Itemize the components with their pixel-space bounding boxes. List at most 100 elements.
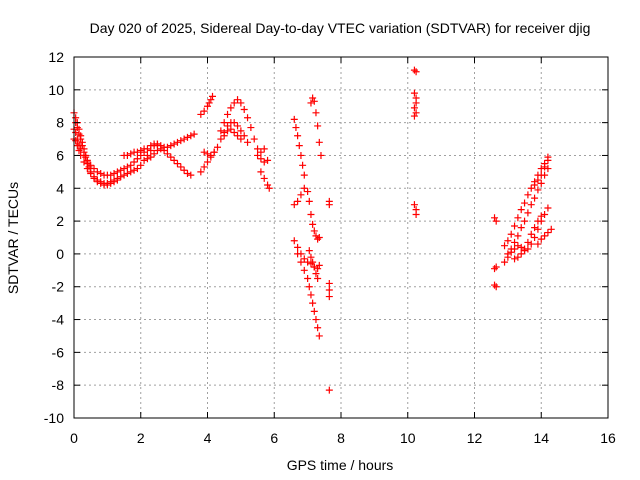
data-point bbox=[117, 173, 125, 181]
data-point bbox=[90, 174, 98, 182]
data-point bbox=[123, 163, 131, 171]
data-point bbox=[294, 132, 302, 140]
data-point bbox=[240, 106, 248, 114]
data-point bbox=[217, 135, 225, 143]
data-point bbox=[504, 237, 512, 245]
data-point bbox=[103, 181, 111, 189]
data-point bbox=[87, 170, 95, 178]
data-point bbox=[314, 275, 322, 283]
data-point bbox=[521, 217, 529, 225]
data-point bbox=[531, 224, 539, 232]
data-point bbox=[117, 166, 125, 174]
y-tick-label: 12 bbox=[48, 49, 64, 65]
data-point bbox=[133, 148, 141, 156]
data-point bbox=[307, 253, 315, 261]
data-point bbox=[309, 220, 317, 228]
data-point bbox=[309, 258, 317, 266]
data-point bbox=[537, 171, 545, 179]
data-point bbox=[170, 140, 178, 148]
data-point bbox=[531, 181, 539, 189]
data-point bbox=[264, 181, 272, 189]
data-point bbox=[200, 163, 208, 171]
data-point bbox=[123, 151, 131, 159]
data-point bbox=[315, 138, 323, 146]
data-point bbox=[254, 151, 262, 159]
data-point bbox=[544, 165, 552, 173]
data-point bbox=[260, 145, 268, 153]
data-point bbox=[325, 201, 333, 209]
data-point bbox=[137, 147, 145, 155]
data-point bbox=[143, 155, 151, 163]
x-tick-label: 4 bbox=[204, 430, 212, 446]
data-point bbox=[77, 145, 85, 153]
data-point bbox=[123, 170, 131, 178]
data-point bbox=[163, 143, 171, 151]
data-point bbox=[325, 279, 333, 287]
data-point bbox=[93, 168, 101, 176]
y-tick-label: 0 bbox=[56, 246, 64, 262]
data-point bbox=[87, 161, 95, 169]
data-point bbox=[82, 153, 90, 161]
data-point bbox=[297, 258, 305, 266]
data-point bbox=[234, 132, 242, 140]
data-point bbox=[177, 163, 185, 171]
data-point bbox=[305, 197, 313, 205]
data-point bbox=[541, 232, 549, 240]
data-point bbox=[544, 156, 552, 164]
data-point bbox=[304, 188, 312, 196]
data-point bbox=[491, 281, 499, 289]
data-point bbox=[527, 240, 535, 248]
data-point bbox=[204, 102, 211, 110]
data-point bbox=[147, 142, 155, 150]
data-point bbox=[250, 135, 258, 143]
data-point bbox=[173, 160, 181, 168]
data-point bbox=[140, 156, 148, 164]
data-point bbox=[307, 291, 315, 299]
data-point bbox=[210, 148, 218, 156]
y-tick-label: 4 bbox=[56, 180, 64, 196]
data-point bbox=[304, 275, 312, 283]
data-point bbox=[217, 127, 225, 135]
data-point bbox=[534, 225, 542, 233]
data-point bbox=[527, 230, 535, 238]
data-point bbox=[120, 171, 128, 179]
data-point bbox=[312, 270, 320, 278]
data-point bbox=[537, 235, 545, 243]
data-point bbox=[517, 206, 525, 214]
data-point bbox=[305, 247, 313, 255]
data-point bbox=[234, 96, 242, 104]
data-point bbox=[197, 110, 205, 118]
data-point bbox=[167, 153, 175, 161]
data-point bbox=[537, 165, 545, 173]
data-point bbox=[227, 104, 235, 112]
data-point bbox=[537, 212, 545, 220]
data-point bbox=[147, 153, 155, 161]
data-point bbox=[300, 171, 308, 179]
data-point bbox=[410, 89, 418, 97]
x-tick-label: 0 bbox=[70, 430, 78, 446]
data-point bbox=[527, 201, 535, 209]
data-point bbox=[531, 194, 539, 202]
data-point bbox=[531, 234, 539, 241]
data-point bbox=[511, 222, 519, 230]
data-point bbox=[200, 107, 208, 115]
data-point bbox=[73, 124, 81, 132]
data-point bbox=[521, 199, 529, 207]
data-point bbox=[410, 104, 418, 112]
data-point bbox=[133, 155, 141, 163]
data-point bbox=[491, 265, 499, 273]
data-point bbox=[534, 186, 542, 194]
data-point bbox=[514, 242, 522, 250]
data-point bbox=[110, 178, 118, 186]
data-point bbox=[305, 283, 313, 291]
data-point bbox=[517, 250, 525, 258]
data-point bbox=[260, 158, 268, 166]
data-point bbox=[310, 263, 318, 271]
data-point bbox=[140, 145, 148, 153]
data-point bbox=[317, 151, 325, 159]
data-point bbox=[412, 109, 420, 117]
data-point bbox=[312, 109, 320, 117]
data-point bbox=[295, 142, 303, 150]
x-tick-label: 2 bbox=[137, 430, 145, 446]
x-tick-label: 10 bbox=[400, 430, 416, 446]
